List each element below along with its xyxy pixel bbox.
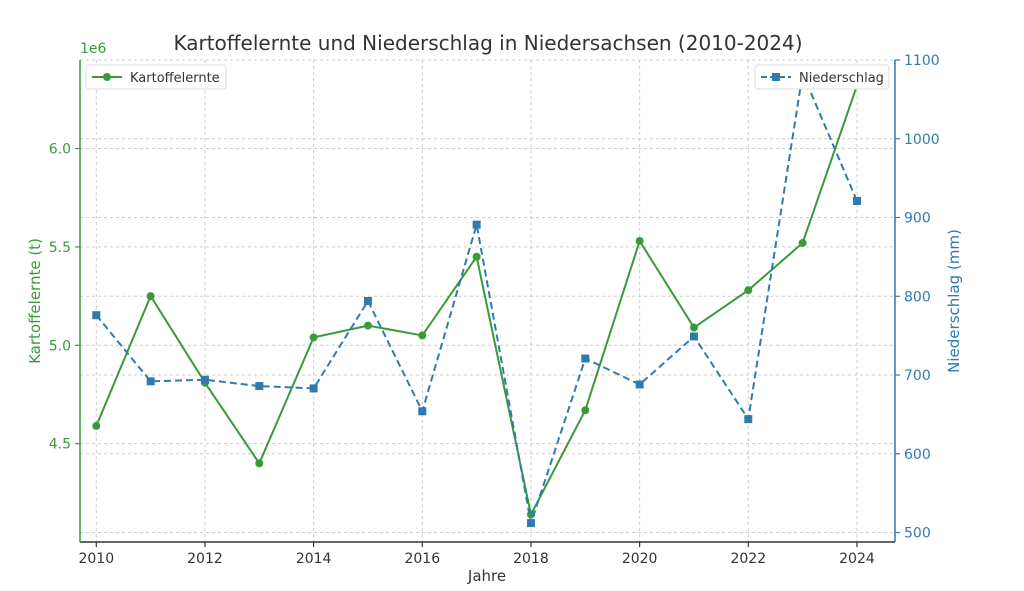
point-kartoffelernte: [581, 406, 590, 415]
legend-niederschlag: Niederschlag: [754, 64, 890, 90]
x-tick-label: 2022: [730, 551, 766, 567]
legend-box-right: [754, 64, 890, 90]
point-kartoffelernte: [255, 459, 264, 468]
point-niederschlag: [418, 407, 427, 416]
point-niederschlag: [852, 196, 861, 205]
point-niederschlag: [689, 332, 698, 341]
left-axis-exponent: 1e6: [80, 41, 107, 57]
right-tick-label: 900: [904, 211, 931, 227]
legend-kartoffelernte: Kartoffelernte: [85, 64, 227, 90]
legend-box-left: [85, 64, 227, 90]
point-niederschlag: [309, 384, 318, 393]
x-tick-label: 2018: [513, 551, 549, 567]
legend-label-kartoffelernte: Kartoffelernte: [130, 71, 220, 86]
right-tick-label: 600: [904, 447, 931, 463]
point-kartoffelernte: [146, 292, 155, 301]
x-tick-label: 2010: [78, 551, 114, 567]
point-niederschlag: [255, 382, 264, 391]
plot-frame: [80, 60, 895, 542]
point-kartoffelernte: [744, 286, 753, 295]
legend-marker-niederschlag: [772, 73, 780, 81]
right-tick-label: 800: [904, 289, 931, 305]
point-kartoffelernte: [363, 321, 372, 330]
series-layer: [92, 69, 861, 528]
point-niederschlag: [581, 354, 590, 363]
point-kartoffelernte: [418, 331, 427, 340]
left-tick-label: 4.5: [49, 437, 71, 453]
legend-label-niederschlag: Niederschlag: [799, 71, 884, 86]
point-niederschlag: [146, 377, 155, 386]
x-axis-label: Jahre: [467, 567, 506, 585]
x-tick-label: 2024: [839, 551, 875, 567]
point-kartoffelernte: [92, 421, 101, 430]
legend-marker-kartoffelernte: [103, 73, 111, 81]
right-tick-label: 1100: [904, 53, 940, 69]
point-niederschlag: [92, 311, 101, 320]
point-niederschlag: [472, 220, 481, 229]
chart-title: Kartoffelernte und Niederschlag in Niede…: [173, 31, 802, 55]
point-kartoffelernte: [689, 323, 698, 332]
point-niederschlag: [635, 380, 644, 389]
left-tick-label: 5.0: [49, 338, 71, 354]
point-niederschlag: [363, 297, 372, 305]
point-kartoffelernte: [472, 252, 481, 261]
right-ticks: 500 600 700 800 900 1000 1100: [895, 53, 940, 542]
point-kartoffelernte: [309, 333, 318, 342]
point-niederschlag: [200, 375, 209, 384]
point-kartoffelernte: [635, 236, 644, 245]
right-axis-label: Niederschlag (mm): [945, 229, 963, 373]
left-ticks: 4.5 5.0 5.5 6.0: [49, 142, 80, 453]
point-niederschlag: [744, 415, 753, 424]
right-tick-label: 700: [904, 368, 931, 384]
series-line-kartoffelernte: [95, 85, 858, 518]
right-tick-label: 500: [904, 526, 931, 542]
x-tick-label: 2012: [187, 551, 223, 567]
point-niederschlag: [526, 519, 535, 528]
left-axis-label: Kartoffelernte (t): [26, 238, 44, 364]
left-tick-label: 6.0: [49, 142, 71, 158]
left-tick-label: 5.5: [49, 240, 71, 256]
x-tick-label: 2020: [622, 551, 658, 567]
point-kartoffelernte: [798, 238, 807, 247]
grid: [80, 59, 895, 542]
right-tick-label: 1000: [904, 132, 940, 148]
x-tick-label: 2016: [404, 551, 440, 567]
x-tick-label: 2014: [296, 551, 332, 567]
series-line-niederschlag: [95, 69, 858, 524]
x-ticks: 2010 2012 2014 2016 2018 2020 2022 2024: [78, 542, 875, 567]
